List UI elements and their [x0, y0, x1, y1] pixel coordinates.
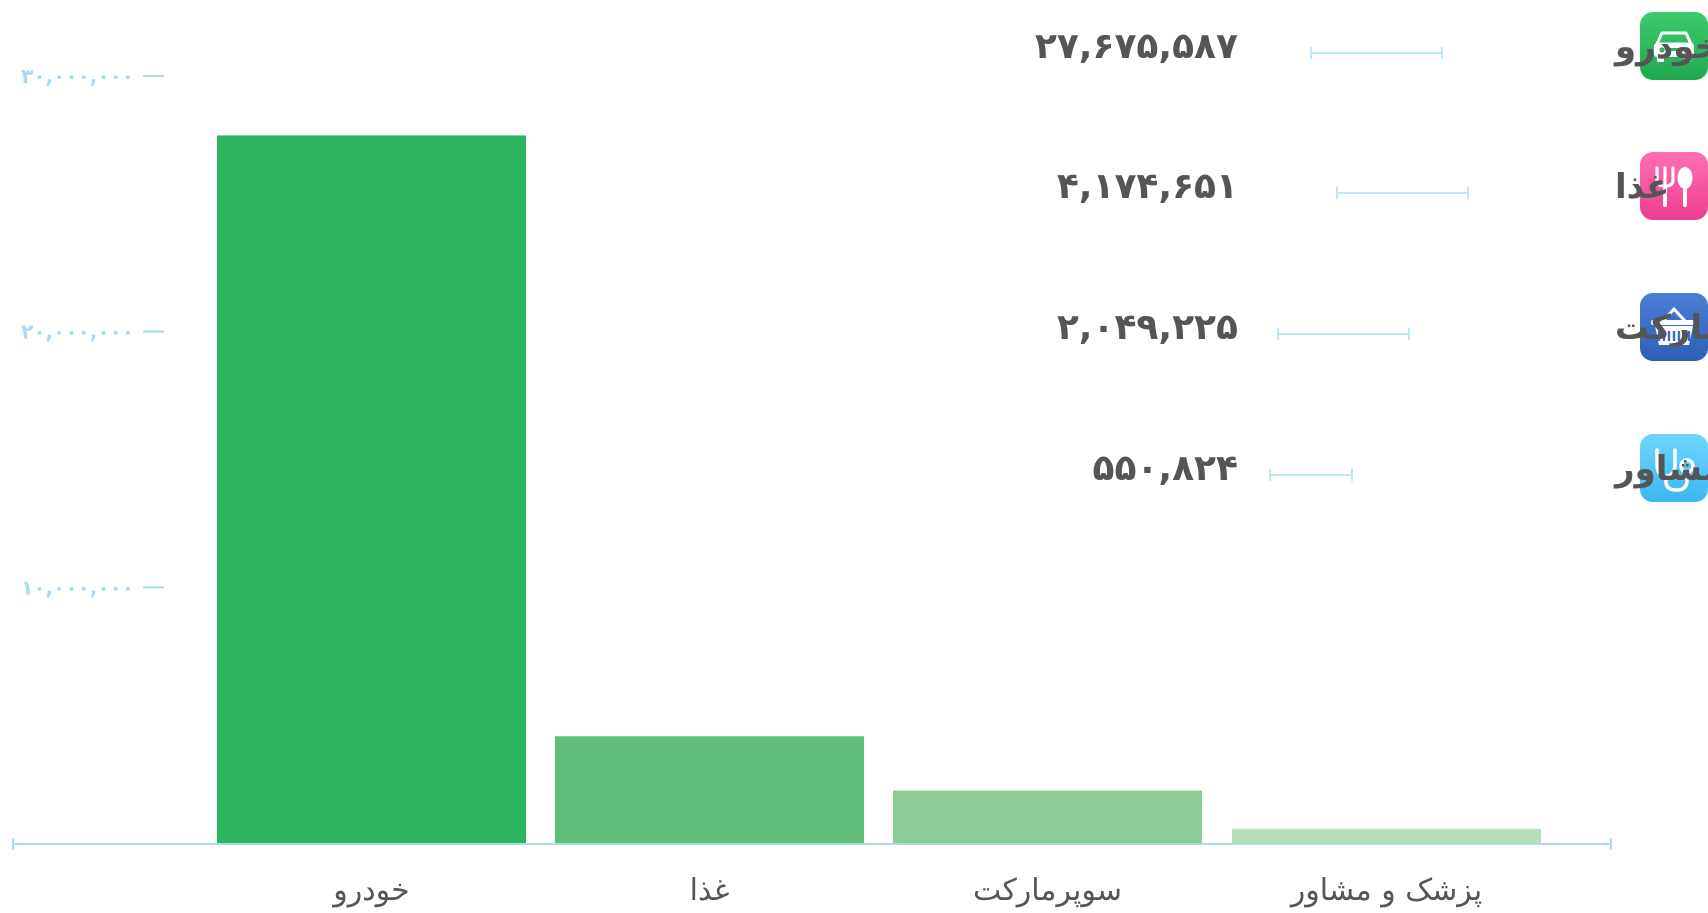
car-icon [1640, 12, 1708, 80]
legend-item: پزشک و مشاور ۵۵۰,۸۲۴ [1092, 434, 1708, 502]
legend-value: ۲,۰۴۹,۲۲۵ [1057, 307, 1238, 348]
legend-label: خودرو [1613, 27, 1708, 67]
y-tick-label: ۳۰,۰۰۰,۰۰۰ [21, 64, 134, 88]
legend-item: سوپرمارکت ۲,۰۴۹,۲۲۵ [1057, 293, 1708, 361]
x-tick-label: پزشک و مشاور [1289, 873, 1482, 908]
legend-label: غذا [1615, 167, 1670, 207]
bar [555, 736, 864, 843]
x-axis-labels: خودرو غذا سوپرمارکت پزشک و مشاور [331, 873, 1482, 908]
legend-label: پزشک و مشاور [1613, 449, 1708, 489]
bar [1232, 828, 1541, 843]
bar [217, 135, 526, 843]
legend-label: سوپرمارکت [1615, 308, 1708, 348]
fork-spoon-icon [1640, 152, 1708, 220]
bar [893, 790, 1202, 843]
x-tick-label: سوپرمارکت [973, 873, 1122, 908]
x-tick-label: خودرو [331, 873, 409, 908]
legend-item: غذا ۴,۱۷۴,۶۵۱ [1057, 152, 1708, 220]
stethoscope-icon [1640, 434, 1708, 502]
y-axis: ۱۰,۰۰۰,۰۰۰ ۲۰,۰۰۰,۰۰۰ ۳۰,۰۰۰,۰۰۰ [21, 64, 164, 599]
y-tick-label: ۱۰,۰۰۰,۰۰۰ [21, 575, 134, 599]
legend-value: ۴,۱۷۴,۶۵۱ [1057, 166, 1238, 207]
y-tick-label: ۲۰,۰۰۰,۰۰۰ [21, 320, 134, 344]
basket-icon [1640, 293, 1708, 361]
bars [217, 135, 1541, 843]
legend-value: ۲۷,۶۷۵,۵۸۷ [1035, 26, 1238, 67]
legend-value: ۵۵۰,۸۲۴ [1092, 448, 1238, 489]
legend: خودرو ۲۷,۶۷۵,۵۸۷ غذا ۴,۱۷۴,۶۵۱ سوپرمارکت ۲,۰۴… [1035, 12, 1708, 502]
legend-item: خودرو ۲۷,۶۷۵,۵۸۷ [1035, 12, 1708, 80]
x-tick-label: غذا [690, 873, 730, 908]
